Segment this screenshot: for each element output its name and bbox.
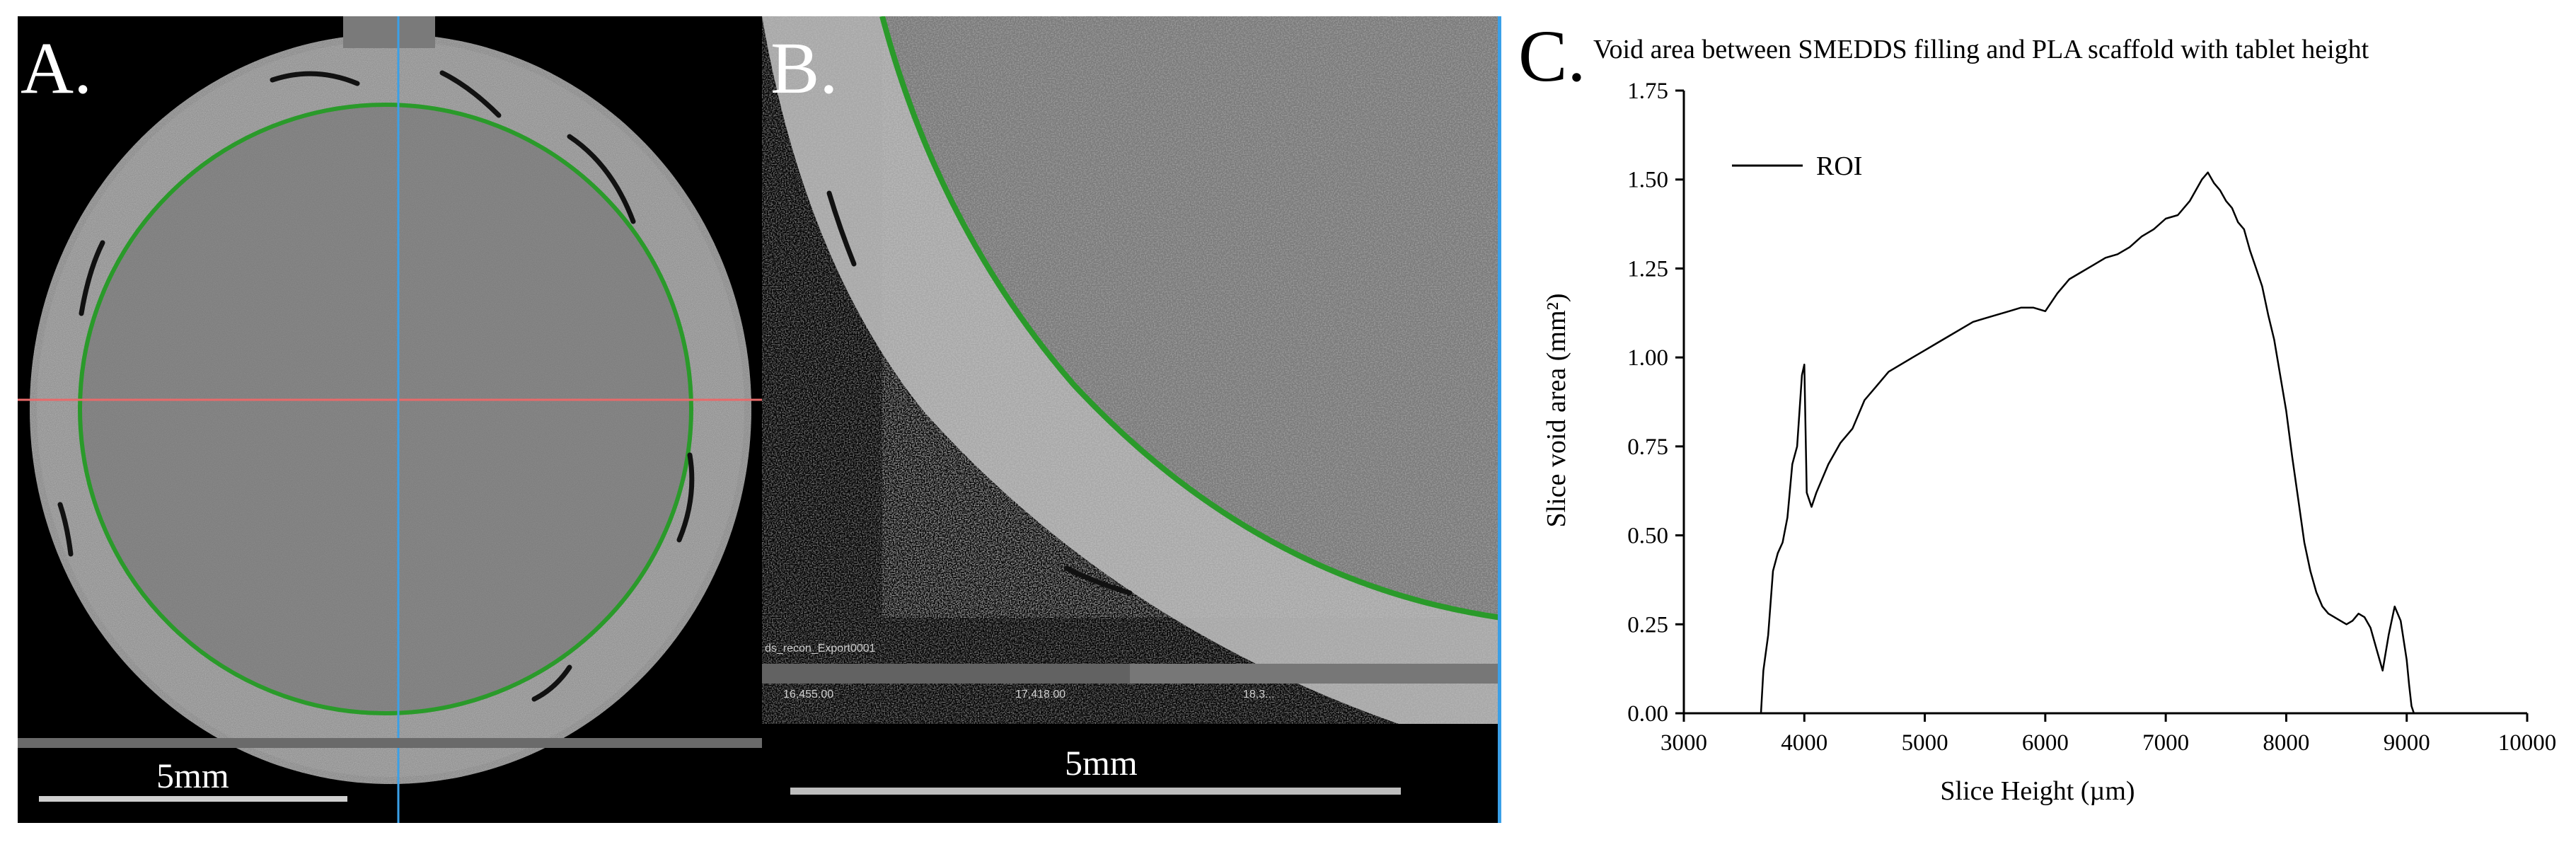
- x-tick-label: 6000: [2022, 730, 2069, 756]
- chart-ticks: 3000 4000 5000 6000 7000 8000 9000 10000 0.00 0.2…: [1627, 79, 2556, 756]
- chart-axes: [1682, 91, 2527, 715]
- y-tick-label: 0.75: [1627, 434, 1668, 460]
- panel-a-scalebar-label: 5mm: [156, 756, 229, 795]
- panel-b-export-label: ds_recon_Export0001: [765, 643, 876, 655]
- roi-outline: [78, 103, 693, 715]
- y-tick-label: 0.25: [1627, 612, 1668, 638]
- chart-title: Void area between SMEDDS filling and PLA…: [1593, 35, 2369, 64]
- panel-a-image: [18, 16, 762, 823]
- legend-label-roi: ROI: [1816, 151, 1862, 181]
- panel-b-letter: B.: [770, 28, 838, 109]
- chart-series: [1760, 171, 2415, 714]
- panel-b-image: [762, 16, 1501, 823]
- chart-ylabel: Slice void area (mm²): [1542, 293, 1571, 527]
- void-area-chart: Void area between SMEDDS filling and PLA…: [1542, 35, 2556, 806]
- tablet-core: [80, 105, 691, 713]
- zoom-void-cracks: [826, 190, 1133, 596]
- chart-legend: ROI: [1732, 151, 1862, 181]
- zoom-roi-outline: [879, 16, 1501, 621]
- y-tick-label: 1.75: [1627, 79, 1668, 104]
- panel-b-right-edge: [1498, 16, 1501, 823]
- x-tick-label: 9000: [2384, 730, 2430, 756]
- panel-b-tick-3: 18,3...: [1243, 688, 1275, 701]
- panel-b-ct-zoom: B. ds_recon_Export0001 16,455.00 17,418.…: [762, 16, 1501, 823]
- x-tick-label: 10000: [2498, 730, 2557, 756]
- panel-c-chart: C. Void area between SMEDDS filling and …: [1501, 0, 2576, 843]
- tablet-nub: [343, 16, 435, 48]
- x-tick-label: 3000: [1660, 730, 1707, 756]
- panel-c-letter: C.: [1518, 16, 1586, 97]
- x-tick-label: 4000: [1781, 730, 1827, 756]
- panel-a-letter: A.: [21, 28, 93, 109]
- panel-a-gradient-bar: [18, 738, 762, 748]
- panel-b-scalebar: [790, 788, 1401, 795]
- panel-b-tick-2: 17,418.00: [1015, 688, 1066, 701]
- panel-b-scalebar-label: 5mm: [1065, 743, 1138, 783]
- panel-a-ct-slice: A. 5mm: [18, 16, 762, 823]
- x-tick-label: 8000: [2263, 730, 2309, 756]
- y-tick-label: 1.50: [1627, 168, 1668, 193]
- y-tick-label: 1.25: [1627, 256, 1668, 282]
- y-tick-label: 0.50: [1627, 524, 1668, 549]
- panel-b-tick-1: 16,455.00: [783, 688, 834, 701]
- x-tick-label: 7000: [2142, 730, 2189, 756]
- series-line-roi: [1760, 171, 2415, 714]
- panel-a-scalebar: [39, 796, 347, 802]
- y-tick-label: 1.00: [1627, 345, 1668, 371]
- x-tick-label: 5000: [1902, 730, 1948, 756]
- void-cracks: [57, 70, 695, 702]
- chart-xlabel: Slice Height (µm): [1940, 776, 2135, 806]
- y-tick-label: 0.00: [1627, 701, 1668, 727]
